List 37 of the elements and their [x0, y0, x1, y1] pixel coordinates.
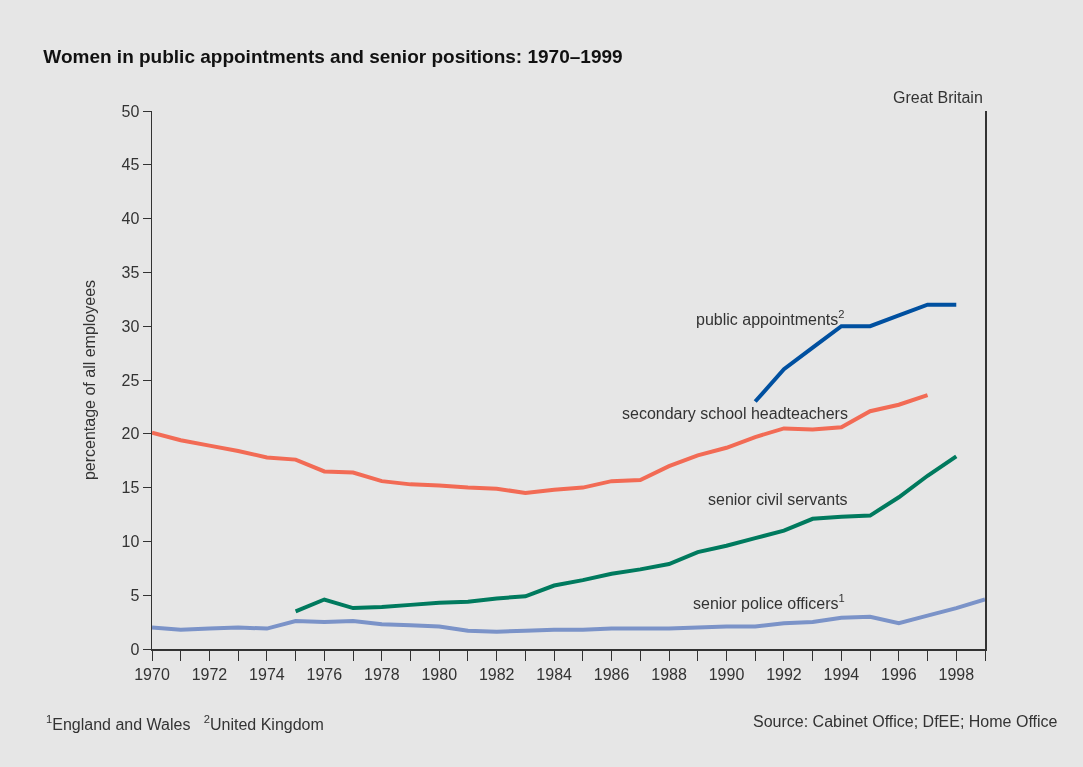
y-tick-label: 30	[121, 317, 140, 335]
line-series	[152, 393, 930, 495]
x-tick-label: 1998	[938, 665, 975, 683]
y-tick-label: 10	[121, 533, 140, 550]
x-tick-label: 1970	[134, 665, 170, 683]
line-series	[293, 454, 959, 614]
text: Great Britain	[893, 89, 983, 106]
y-tick-label: 0	[130, 640, 140, 658]
x-tick-label: 1980	[421, 665, 458, 683]
y-tick-label: 35	[121, 264, 140, 281]
x-tick-label: 1978	[363, 665, 400, 683]
series-label: senior civil servants	[708, 491, 848, 508]
x-tick-label: 1996	[881, 665, 917, 683]
x-tick-label: 1986	[593, 665, 630, 683]
x-tick-label: 1988	[651, 665, 687, 683]
x-tick-label: 1976	[306, 665, 343, 683]
x-tick-label: 1992	[766, 665, 802, 683]
series-label: senior police officers$^{1}$	[693, 592, 845, 612]
y-tick-label: 25	[121, 371, 140, 389]
x-tick-label: 1984	[536, 665, 573, 683]
x-tick-label: 1990	[708, 665, 745, 683]
series-label: secondary school headteachers	[622, 405, 848, 422]
y-tick-label: 40	[121, 210, 140, 228]
y-tick-label: 5	[130, 586, 140, 604]
y-tick-label: 20	[121, 425, 140, 443]
series-label: public appointments$^{2}$	[696, 308, 845, 328]
y-axis-title: percentage of all employees	[80, 279, 98, 481]
x-tick-label: 1994	[823, 665, 860, 683]
x-tick-label: 1974	[249, 665, 285, 683]
text: $^{1}$England and Wales $^{2}$United Kingdom	[46, 713, 324, 733]
x-tick-label: 1982	[478, 665, 515, 683]
y-tick-label: 45	[121, 156, 140, 174]
x-tick-label: 1972	[191, 665, 228, 683]
y-tick-label: 50	[121, 102, 140, 120]
source-note: Source: Cabinet Office; DfEE; Home Office	[753, 713, 1058, 730]
y-tick-label: 15	[121, 479, 140, 497]
chart-title: Women in public appointments and senior positions: 1970–1999	[43, 46, 623, 68]
